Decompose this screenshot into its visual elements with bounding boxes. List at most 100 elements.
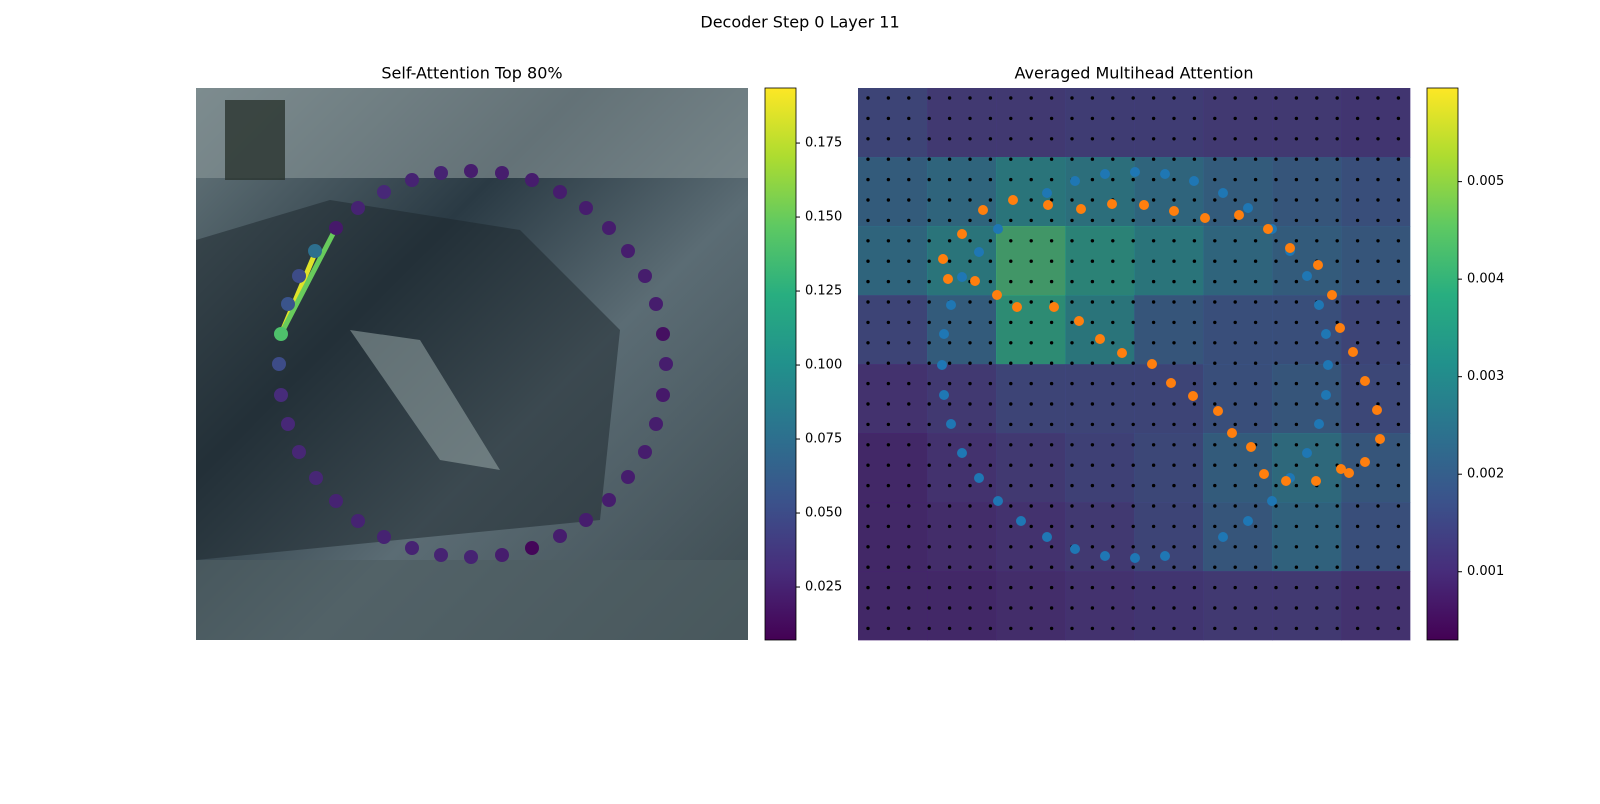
grid-dot — [866, 483, 870, 488]
grid-dot — [1396, 137, 1401, 141]
grid-dot — [1376, 483, 1380, 488]
grid-dot — [1376, 218, 1380, 223]
grid-dot — [1049, 524, 1054, 529]
grid-dot — [866, 504, 870, 508]
grid-dot — [1192, 218, 1197, 223]
grid-dot — [886, 504, 891, 508]
grid-dot — [1335, 606, 1339, 610]
colorbar-tick-label: 0.100 — [805, 358, 842, 373]
grid-dot — [1274, 463, 1278, 467]
grid-dot — [1192, 96, 1197, 100]
grid-dot — [1213, 545, 1217, 549]
grid-dot — [1376, 626, 1380, 631]
grid-dot — [1151, 402, 1156, 406]
grid-dot — [1131, 565, 1135, 569]
grid-dot — [988, 422, 993, 427]
grid-dot — [907, 483, 911, 488]
grid-dot — [1172, 259, 1176, 263]
grid-dot — [927, 402, 931, 406]
grid-dot — [1111, 606, 1115, 610]
grid-dot — [1335, 320, 1339, 325]
grid-dot — [1192, 239, 1197, 243]
grid-dot — [1253, 96, 1258, 100]
data-point — [1130, 167, 1140, 177]
grid-dot — [1070, 96, 1074, 100]
grid-dot — [886, 463, 891, 467]
data-point — [525, 541, 539, 555]
grid-dot — [1213, 483, 1217, 488]
grid-dot — [1172, 463, 1176, 467]
grid-dot — [1294, 116, 1299, 121]
grid-dot — [1355, 198, 1360, 202]
grid-dot — [1315, 96, 1319, 100]
grid-dot — [1294, 606, 1299, 610]
grid-dot — [1090, 381, 1095, 386]
grid-dot — [1111, 422, 1115, 427]
grid-dot — [1151, 198, 1156, 202]
grid-dot — [1355, 545, 1360, 549]
grid-dot — [1070, 443, 1074, 447]
grid-dot — [866, 279, 870, 284]
grid-dot — [1294, 443, 1299, 447]
grid-dot — [1111, 341, 1115, 345]
grid-dot — [1233, 585, 1237, 590]
grid-dot — [1396, 585, 1401, 590]
colorbar-tick-label: 0.175 — [805, 136, 842, 151]
data-point — [1314, 419, 1324, 429]
data-point — [292, 445, 306, 459]
data-point — [1375, 434, 1385, 444]
heatmap-cell — [1134, 295, 1204, 365]
grid-dot — [1131, 463, 1135, 467]
grid-dot — [968, 565, 972, 569]
heatmap-cell — [1134, 502, 1204, 572]
grid-dot — [1294, 300, 1299, 304]
data-point — [495, 166, 509, 180]
grid-dot — [1213, 341, 1217, 345]
grid-dot — [1070, 259, 1074, 263]
grid-dot — [988, 524, 993, 529]
grid-dot — [1335, 218, 1339, 223]
grid-dot — [886, 341, 891, 345]
heatmap-cell — [858, 295, 928, 365]
grid-dot — [1131, 96, 1135, 100]
data-point — [1043, 200, 1053, 210]
grid-dot — [927, 239, 931, 243]
grid-dot — [1274, 606, 1278, 610]
grid-dot — [1131, 239, 1135, 243]
grid-dot — [1172, 279, 1176, 284]
grid-dot — [1172, 565, 1176, 569]
grid-dot — [1090, 585, 1095, 590]
data-point — [1213, 406, 1223, 416]
grid-dot — [1070, 279, 1074, 284]
grid-dot — [1233, 443, 1237, 447]
data-point — [1218, 188, 1228, 198]
grid-dot — [927, 259, 931, 263]
grid-dot — [947, 524, 952, 529]
data-point — [434, 166, 448, 180]
grid-dot — [1009, 300, 1013, 304]
grid-dot — [907, 443, 911, 447]
grid-dot — [1029, 443, 1033, 447]
heatmap-cell — [1272, 157, 1342, 227]
grid-dot — [886, 198, 891, 202]
grid-dot — [886, 137, 891, 141]
grid-dot — [1090, 239, 1095, 243]
grid-dot — [1009, 545, 1013, 549]
grid-dot — [1090, 504, 1095, 508]
grid-dot — [1090, 361, 1095, 365]
grid-dot — [886, 279, 891, 284]
grid-dot — [886, 545, 891, 549]
grid-dot — [1274, 320, 1278, 325]
heatmap-cell — [927, 88, 997, 158]
grid-dot — [1029, 606, 1033, 610]
grid-dot — [1090, 279, 1095, 284]
grid-dot — [1151, 422, 1156, 427]
grid-dot — [1396, 116, 1401, 121]
grid-dot — [1029, 463, 1033, 467]
grid-dot — [1049, 177, 1054, 182]
grid-dot — [1315, 177, 1319, 182]
grid-dot — [1151, 524, 1156, 529]
grid-dot — [1111, 504, 1115, 508]
grid-dot — [1172, 504, 1176, 508]
grid-dot — [1131, 504, 1135, 508]
